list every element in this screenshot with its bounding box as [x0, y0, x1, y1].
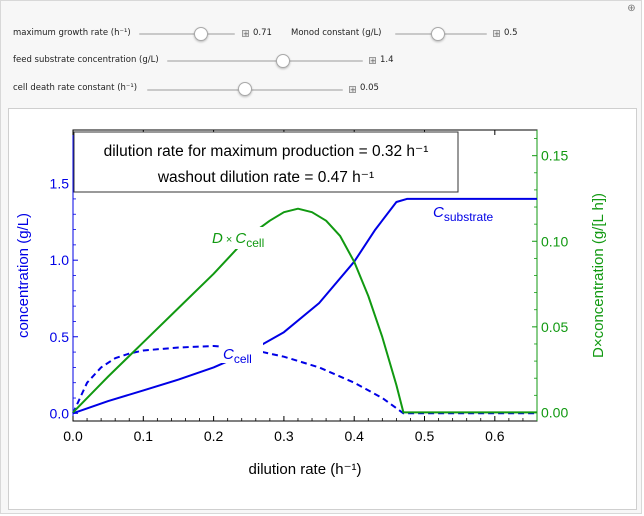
feed-substrate-slider-track[interactable] — [167, 60, 363, 62]
feed-substrate-expand-icon[interactable]: + — [369, 57, 376, 65]
plot-panel: 0.0 0.1 0.2 0.3 0.4 0.5 0.6 0.0 0.5 1.0 1.5 0.00 0.0… — [8, 108, 637, 510]
substrate-curve-label: Csubstrate — [433, 204, 494, 224]
y-right-tick-label: 0.10 — [541, 233, 568, 249]
y-right-tick-label: 0.05 — [541, 319, 568, 335]
labels-layer: dilution rate (h⁻¹) concentration (g/L) D×… — [15, 131, 607, 478]
cell-death-slider-thumb[interactable] — [238, 82, 252, 96]
x-tick-label: 0.3 — [274, 428, 294, 444]
x-tick-label: 0.5 — [415, 428, 435, 444]
product-curve-label: D × Ccell — [212, 230, 264, 250]
series-line-product — [72, 207, 537, 414]
y-left-tick-label: 0.5 — [50, 329, 70, 345]
cell-death-value: 0.05 — [360, 83, 379, 93]
series-line-cell — [72, 345, 537, 415]
options-plus-icon[interactable]: ⊕ — [627, 3, 636, 14]
legend-line1: dilution rate for maximum production = 0… — [104, 143, 429, 160]
cell-death-label: cell death rate constant (h⁻¹) — [13, 83, 138, 93]
max-growth-rate-slider-track[interactable] — [139, 33, 235, 35]
legend-box — [73, 131, 459, 193]
monod-constant-label: Monod constant (g/L) — [291, 28, 382, 38]
monod-constant-value: 0.5 — [504, 28, 518, 38]
series-layer — [72, 197, 537, 415]
x-tick-label: 0.6 — [485, 428, 505, 444]
y-right-tick-label: 0.15 — [541, 148, 568, 164]
max-growth-rate-slider-thumb[interactable] — [194, 27, 208, 41]
series-line-substrate — [72, 197, 537, 415]
feed-substrate-label: feed substrate concentration (g/L) — [13, 55, 159, 65]
monod-constant-expand-icon[interactable]: + — [493, 30, 500, 38]
x-axis-label: dilution rate (h⁻¹) — [249, 461, 362, 478]
y-left-axis-label: concentration (g/L) — [15, 213, 32, 338]
substrate-label-bg — [429, 201, 501, 221]
y-right-axis-label: D×concentration (g/[L h]) — [590, 193, 607, 358]
x-tick-label: 0.4 — [344, 428, 364, 444]
max-growth-rate-expand-icon[interactable]: + — [242, 30, 249, 38]
cell-death-expand-icon[interactable]: + — [349, 86, 356, 94]
x-tick-label: 0.2 — [204, 428, 224, 444]
y-right-tick-label: 0.00 — [541, 404, 568, 420]
x-tick-label: 0.0 — [63, 428, 83, 444]
legend-line2: washout dilution rate = 0.47 h⁻¹ — [157, 169, 374, 186]
max-growth-rate-value: 0.71 — [253, 28, 272, 38]
chemostat-chart: 0.0 0.1 0.2 0.3 0.4 0.5 0.6 0.0 0.5 1.0 1.5 0.00 0.0… — [15, 129, 607, 478]
y-left-tick-label: 1.5 — [50, 176, 70, 192]
max-growth-rate-label: maximum growth rate (h⁻¹) — [13, 28, 131, 38]
feed-substrate-slider-thumb[interactable] — [276, 54, 290, 68]
cell-curve-label: Ccell — [223, 346, 252, 366]
cell-label-bg — [221, 343, 263, 363]
monod-constant-slider-thumb[interactable] — [431, 27, 445, 41]
y-left-tick-label: 1.0 — [50, 252, 70, 268]
y-left-tick-label: 0.0 — [50, 405, 70, 421]
x-tick-label: 0.1 — [134, 428, 154, 444]
axes-layer: 0.0 0.1 0.2 0.3 0.4 0.5 0.6 0.0 0.5 1.0 1.5 0.00 0.0… — [50, 129, 568, 444]
product-label-bg — [209, 227, 275, 249]
feed-substrate-value: 1.4 — [380, 55, 394, 65]
